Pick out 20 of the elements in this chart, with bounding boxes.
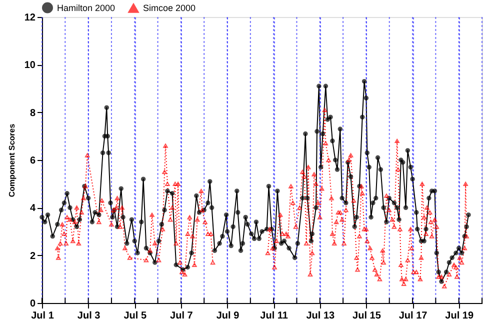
legend-label: Simcoe 2000 — [143, 3, 196, 14]
x-tick-label: Jul 13 — [306, 310, 336, 322]
x-tick-label: Jul 5 — [124, 310, 147, 322]
y-tick-label: 10 — [24, 60, 36, 72]
y-tick-label: 8 — [30, 108, 36, 119]
y-axis-title: Component Scores — [7, 123, 16, 198]
x-tick-label: Jul 9 — [216, 310, 240, 322]
x-tick-label: Jul 3 — [77, 310, 101, 322]
x-tick-label: Jul 17 — [398, 310, 428, 322]
legend-label: Hamilton 2000 — [57, 2, 116, 13]
y-tick-label: 0 — [30, 298, 36, 310]
x-tick-label: Jul 19 — [445, 310, 474, 322]
x-tick-label: Jul 7 — [170, 310, 194, 322]
x-tick-label: Jul 11 — [260, 310, 288, 322]
y-tick-label: 4 — [30, 203, 36, 214]
y-tick-label: 12 — [24, 12, 36, 24]
y-tick-label: 2 — [30, 250, 36, 262]
x-tick-label: Jul 15 — [352, 310, 382, 322]
x-tick-label: Jul 1 — [31, 310, 54, 322]
y-tick-label: 6 — [30, 156, 36, 166]
